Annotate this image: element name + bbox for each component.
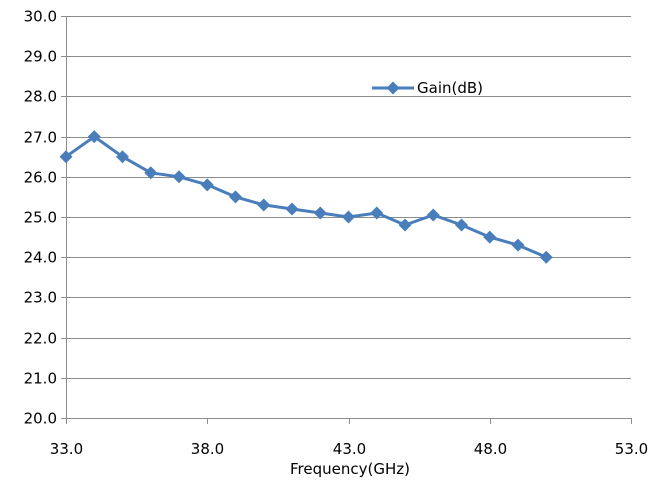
y-tick-label: 25.0 <box>24 209 57 227</box>
data-point-marker <box>455 218 468 232</box>
x-tick-label: 53.0 <box>615 440 648 458</box>
legend-diamond-marker <box>386 81 400 95</box>
data-point-marker <box>313 206 327 220</box>
x-tick-label: 38.0 <box>191 440 224 458</box>
series-layer <box>59 130 553 264</box>
data-point-marker <box>116 150 129 164</box>
data-point-marker <box>59 150 73 164</box>
data-point-marker <box>200 178 214 192</box>
data-point-marker <box>539 250 553 264</box>
data-point-marker <box>398 218 412 232</box>
x-tick-label: 48.0 <box>474 440 507 458</box>
data-point-marker <box>172 170 186 184</box>
y-tick-label: 28.0 <box>24 88 57 106</box>
y-tick-label: 26.0 <box>24 169 57 187</box>
data-point-marker <box>229 190 242 204</box>
y-tick-label: 27.0 <box>24 129 57 147</box>
data-point-marker <box>511 238 525 252</box>
y-tick-label: 22.0 <box>24 330 57 348</box>
x-tick-label: 33.0 <box>50 440 83 458</box>
y-tick-label: 21.0 <box>24 370 57 388</box>
axis-layer <box>61 16 632 424</box>
x-tick-label: 43.0 <box>333 440 366 458</box>
y-tick-label: 29.0 <box>24 48 57 66</box>
data-point-marker <box>370 206 384 220</box>
y-tick-label: 24.0 <box>24 249 57 267</box>
data-point-marker <box>285 202 299 216</box>
legend: Gain(dB) <box>372 79 483 97</box>
y-tick-label: 23.0 <box>24 289 57 307</box>
y-tick-label: 30.0 <box>24 8 57 26</box>
data-point-marker <box>257 198 271 212</box>
x-tick-labels: 33.0 38.0 43.0 48.0 53.0 <box>50 440 648 458</box>
data-point-marker <box>426 208 440 222</box>
x-axis-title: Frequency(GHz) <box>290 460 410 478</box>
grid-layer <box>66 16 631 379</box>
series-line <box>65 135 547 259</box>
y-tick-label: 20.0 <box>24 410 57 428</box>
data-point-marker <box>144 166 158 180</box>
data-point-marker <box>342 210 355 224</box>
data-point-marker <box>483 230 497 244</box>
data-point-marker <box>87 130 101 144</box>
y-tick-labels: 20.0 21.0 22.0 23.0 24.0 25.0 26.0 27.0 28.0 29.0… <box>24 8 57 428</box>
legend-label: Gain(dB) <box>417 79 483 97</box>
